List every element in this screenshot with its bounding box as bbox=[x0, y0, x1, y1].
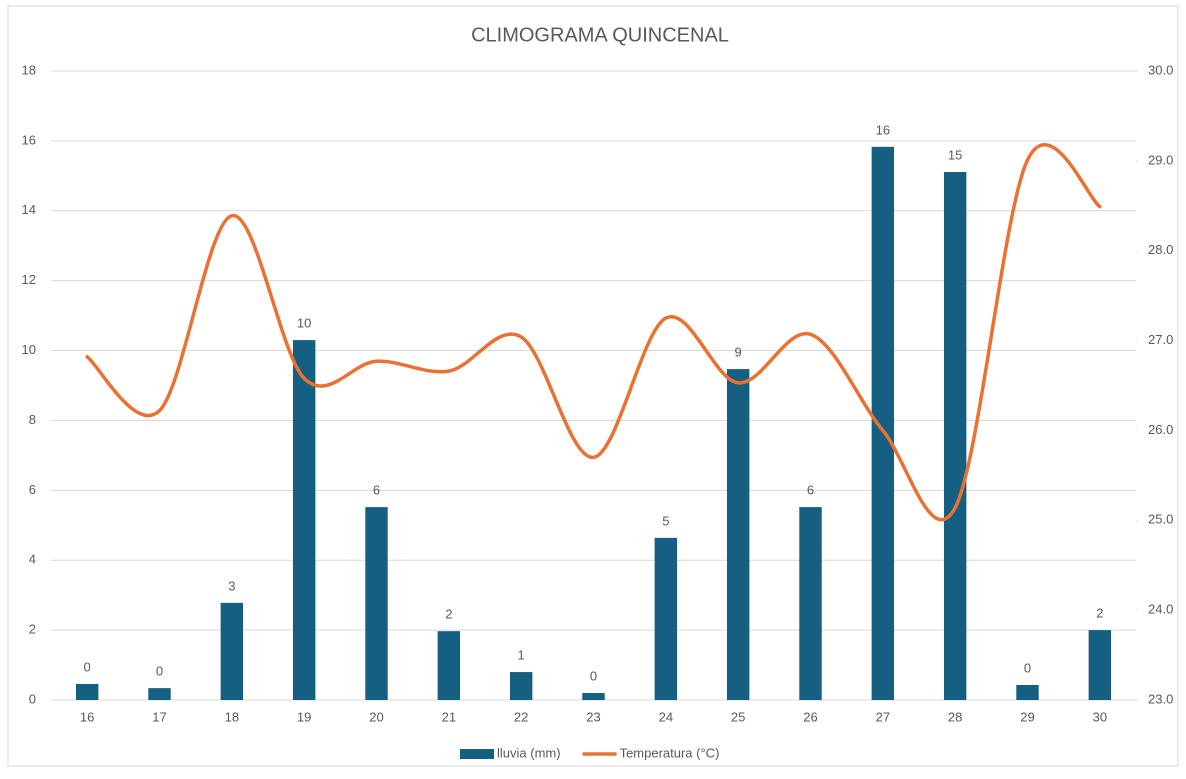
x-tick-label: 17 bbox=[152, 709, 166, 724]
data-label: 0 bbox=[1024, 660, 1031, 675]
bar bbox=[365, 507, 388, 700]
x-tick-label: 19 bbox=[297, 709, 311, 724]
y2-tick-label: 24.0 bbox=[1148, 602, 1173, 617]
x-tick-label: 25 bbox=[731, 709, 745, 724]
bar bbox=[148, 688, 171, 700]
y-tick-label: 18 bbox=[22, 62, 36, 77]
y2-tick-label: 26.0 bbox=[1148, 422, 1173, 437]
bar bbox=[726, 369, 750, 700]
data-label: 0 bbox=[84, 659, 91, 674]
x-tick-label: 27 bbox=[876, 709, 890, 724]
x-tick-label: 26 bbox=[803, 709, 817, 724]
x-tick-label: 30 bbox=[1093, 709, 1107, 724]
legend-label: Temperatura (°C) bbox=[620, 745, 720, 760]
data-label: 2 bbox=[445, 607, 452, 622]
data-label: 6 bbox=[807, 483, 814, 498]
bar bbox=[509, 672, 533, 700]
temperature-line bbox=[85, 143, 1102, 522]
bar bbox=[943, 171, 967, 700]
x-tick-label: 21 bbox=[442, 709, 456, 724]
bar bbox=[437, 631, 461, 700]
legend-label: lluvia (mm) bbox=[497, 745, 561, 760]
data-label: 1 bbox=[518, 647, 525, 662]
bar bbox=[1016, 684, 1039, 700]
data-label: 3 bbox=[228, 578, 235, 593]
y2-tick-label: 27.0 bbox=[1148, 332, 1173, 347]
data-label: 9 bbox=[735, 345, 742, 360]
y-tick-label: 10 bbox=[22, 342, 36, 357]
y-tick-label: 4 bbox=[29, 552, 36, 567]
bar bbox=[582, 693, 605, 700]
y-tick-label: 2 bbox=[29, 622, 36, 637]
x-tick-label: 28 bbox=[948, 709, 962, 724]
y2-tick-label: 29.0 bbox=[1148, 152, 1173, 167]
x-tick-label: 22 bbox=[514, 709, 528, 724]
x-tick-label: 23 bbox=[586, 709, 600, 724]
x-tick-label: 20 bbox=[369, 709, 383, 724]
data-label: 16 bbox=[876, 122, 890, 137]
bar bbox=[871, 146, 895, 700]
bar bbox=[799, 507, 822, 700]
data-label: 6 bbox=[373, 483, 380, 498]
chart-title: CLIMOGRAMA QUINCENAL bbox=[471, 24, 729, 46]
y-tick-label: 12 bbox=[22, 272, 36, 287]
data-label: 0 bbox=[156, 664, 163, 679]
y2-tick-label: 30.0 bbox=[1148, 62, 1173, 77]
y2-tick-label: 23.0 bbox=[1148, 691, 1173, 706]
y2-tick-label: 25.0 bbox=[1148, 512, 1173, 527]
bar bbox=[1088, 630, 1112, 700]
bar bbox=[220, 602, 244, 700]
chart-border bbox=[7, 5, 1179, 767]
x-tick-label: 24 bbox=[659, 709, 673, 724]
y-tick-label: 14 bbox=[22, 202, 36, 217]
y-tick-label: 16 bbox=[22, 132, 36, 147]
data-label: 15 bbox=[948, 147, 962, 162]
data-label: 5 bbox=[662, 513, 669, 528]
y-tick-label: 0 bbox=[29, 691, 36, 706]
x-tick-label: 29 bbox=[1020, 709, 1034, 724]
legend-swatch bbox=[460, 749, 494, 759]
bar bbox=[292, 340, 316, 700]
bar bbox=[654, 537, 678, 700]
x-tick-label: 16 bbox=[80, 709, 94, 724]
x-tick-label: 18 bbox=[225, 709, 239, 724]
bar bbox=[75, 683, 99, 700]
data-label: 0 bbox=[590, 668, 597, 683]
data-label: 2 bbox=[1096, 606, 1103, 621]
y2-tick-label: 28.0 bbox=[1148, 242, 1173, 257]
y-tick-label: 6 bbox=[29, 482, 36, 497]
data-label: 10 bbox=[297, 316, 311, 331]
y-tick-label: 8 bbox=[29, 412, 36, 427]
